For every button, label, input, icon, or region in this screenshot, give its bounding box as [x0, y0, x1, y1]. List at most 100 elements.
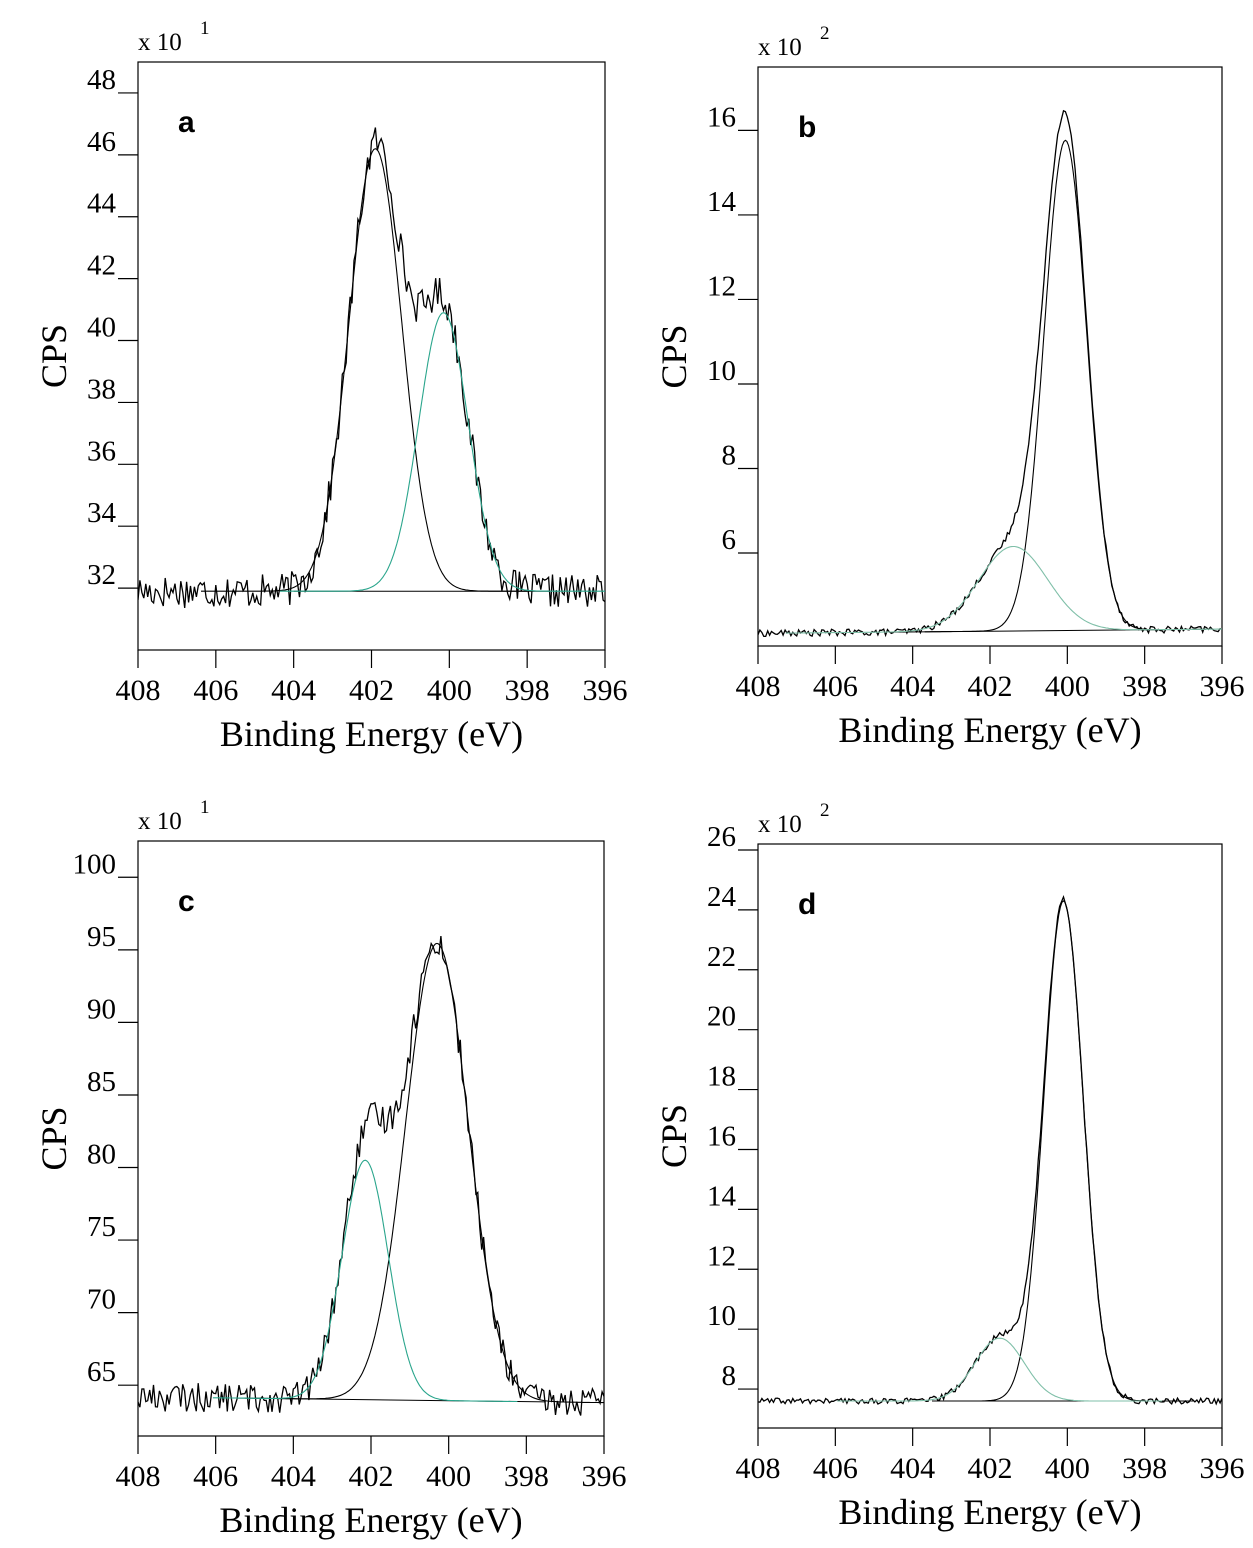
x-tick-label: 400	[1045, 670, 1090, 703]
y-tick-label: 18	[707, 1061, 736, 1093]
fit-component-2-line	[837, 1337, 1163, 1402]
fit-component-1-line	[201, 148, 550, 592]
x-tick-label: 396	[583, 674, 628, 707]
y-tick-label: 42	[87, 250, 116, 282]
x-tick-label: 396	[582, 1460, 627, 1493]
x-tick-label: 408	[116, 674, 161, 707]
scale-factor-exponent: 2	[820, 800, 830, 821]
x-tick-label: 408	[736, 670, 781, 703]
fit-component-1-line	[933, 900, 1194, 1402]
panel-b: 408 406 404 402 400 398 396 6 8 10 12 14 16 x 10 2 Bind…	[654, 23, 1245, 750]
y-tick-label: 22	[707, 941, 736, 973]
x-tick-label: 400	[1045, 1452, 1090, 1485]
y-tick-label: 100	[73, 848, 117, 880]
y-tick-label: 40	[87, 312, 116, 344]
plot-frame	[757, 66, 1223, 647]
y-tick-label: 14	[707, 186, 737, 218]
measured-spectrum-line	[138, 127, 605, 608]
panel-d: 408 406 404 402 400 398 396 8 10 12 14 16 18 20 22 24 26…	[654, 800, 1245, 1532]
panel-letter: a	[178, 106, 195, 139]
y-tick-label: 85	[87, 1066, 116, 1098]
y-tick-label: 70	[87, 1284, 116, 1316]
measured-spectrum-line	[758, 109, 1222, 638]
x-tick-label: 406	[193, 674, 238, 707]
panel-a: 408 406 404 402 400 398 396 32 34 36 38 40 42 44 46 48 x…	[34, 18, 628, 754]
y-tick-label: 24	[707, 881, 737, 913]
panel-c: 408 406 404 402 400 398 396 65 70 75 80 85 90 95 100 x …	[34, 797, 627, 1540]
y-tick-label: 6	[722, 524, 737, 556]
fit-component-2-line	[280, 312, 605, 592]
y-axis-label: CPS	[34, 324, 74, 388]
y-tick-label: 32	[87, 559, 116, 591]
scale-factor-label: x 10	[758, 34, 802, 61]
plot-frame	[137, 840, 605, 1437]
y-tick-label: 12	[707, 270, 736, 302]
fit-component-2-line	[212, 1159, 518, 1403]
x-tick-label: 398	[505, 674, 550, 707]
measured-spectrum-line	[138, 936, 604, 1416]
x-tick-label: 404	[890, 1452, 935, 1485]
x-tick-label: 404	[890, 670, 935, 703]
y-tick-label: 12	[707, 1240, 736, 1272]
x-tick-label: 398	[1122, 1452, 1167, 1485]
plot-area	[138, 936, 604, 1416]
fit-component-1-line	[230, 942, 604, 1404]
measured-spectrum-line	[758, 895, 1222, 1406]
y-axis-label: CPS	[654, 1104, 694, 1168]
scale-factor-exponent: 2	[820, 23, 830, 44]
x-axis-label: Binding Energy (eV)	[838, 710, 1141, 750]
x-tick-label: 402	[349, 674, 394, 707]
y-tick-label: 16	[707, 1120, 736, 1152]
scale-factor-label: x 10	[758, 811, 802, 838]
scale-factor-label: x 10	[138, 808, 182, 835]
plot-frame	[757, 843, 1223, 1429]
x-tick-label: 402	[349, 1460, 394, 1493]
panel-letter: d	[798, 888, 816, 921]
y-tick-label: 10	[707, 355, 736, 387]
y-tick-label: 20	[707, 1001, 736, 1033]
x-tick-label: 398	[1122, 670, 1167, 703]
x-tick-label: 406	[813, 1452, 858, 1485]
y-tick-label: 14	[707, 1180, 737, 1212]
y-tick-label: 34	[87, 497, 117, 529]
y-tick-label: 65	[87, 1356, 116, 1388]
y-tick-label: 95	[87, 921, 116, 953]
y-tick-label: 36	[87, 435, 116, 467]
y-tick-label: 10	[707, 1300, 736, 1332]
plot-area	[758, 895, 1222, 1406]
y-tick-label: 38	[87, 373, 116, 405]
fit-component-1-line	[924, 139, 1207, 633]
x-tick-label: 404	[271, 674, 316, 707]
y-tick-label: 46	[87, 126, 116, 158]
y-tick-label: 8	[722, 439, 737, 471]
scale-factor-label: x 10	[138, 29, 182, 56]
x-tick-label: 406	[193, 1460, 238, 1493]
x-tick-label: 408	[116, 1460, 161, 1493]
panel-letter: b	[798, 111, 816, 144]
y-tick-label: 44	[87, 188, 117, 220]
y-tick-label: 8	[722, 1360, 737, 1392]
x-axis-label: Binding Energy (eV)	[219, 1500, 522, 1540]
x-tick-label: 396	[1200, 670, 1245, 703]
x-tick-label: 406	[813, 670, 858, 703]
y-tick-label: 16	[707, 101, 736, 133]
x-tick-label: 402	[968, 1452, 1013, 1485]
x-tick-label: 408	[736, 1452, 781, 1485]
scale-factor-exponent: 1	[200, 18, 210, 39]
y-axis-label: CPS	[34, 1106, 74, 1170]
y-axis-label: CPS	[654, 324, 694, 388]
x-tick-label: 396	[1200, 1452, 1245, 1485]
y-tick-label: 75	[87, 1211, 116, 1243]
scale-factor-exponent: 1	[200, 797, 210, 818]
y-tick-label: 90	[87, 993, 116, 1025]
plot-area	[758, 109, 1222, 638]
x-tick-label: 404	[271, 1460, 316, 1493]
plot-area	[138, 127, 605, 608]
fit-component-2-line	[785, 545, 1222, 634]
x-axis-label: Binding Energy (eV)	[220, 714, 523, 754]
x-tick-label: 400	[427, 674, 472, 707]
y-tick-label: 80	[87, 1139, 116, 1171]
panel-letter: c	[178, 885, 195, 918]
x-tick-label: 402	[968, 670, 1013, 703]
